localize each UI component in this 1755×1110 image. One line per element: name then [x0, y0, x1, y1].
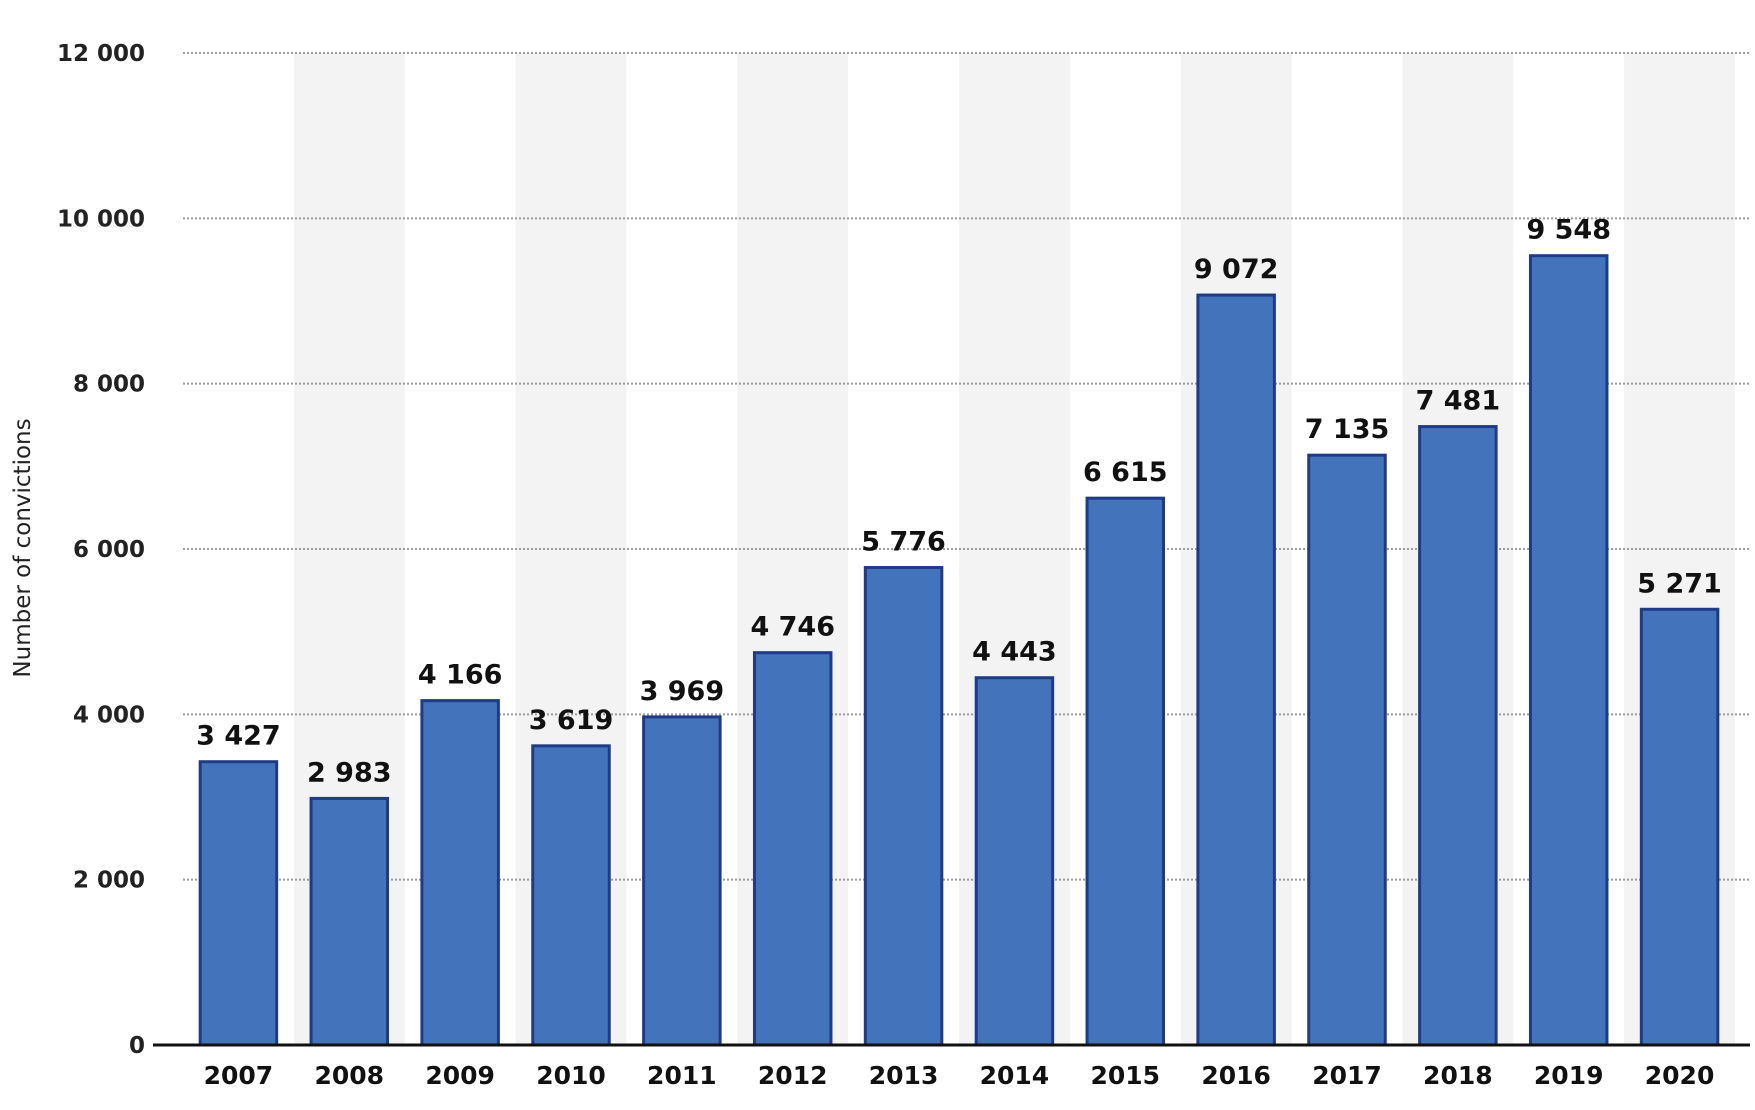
- bar-2017: [1307, 453, 1387, 1047]
- x-tick-label-2017: 2017: [1312, 1061, 1382, 1090]
- data-label-2011: 3 969: [640, 676, 725, 707]
- y-tick-label: 2 000: [73, 868, 145, 894]
- x-tick-label-2008: 2008: [314, 1061, 384, 1090]
- bar-2015: [1085, 496, 1166, 1047]
- data-labels: 3 427 2 983 4 166 3 619 3 969 4 746 5 776 4 443…: [196, 215, 1722, 789]
- bar-2009: [420, 699, 500, 1047]
- bar-2013: [863, 566, 944, 1047]
- data-label-2017: 7 135: [1305, 414, 1390, 445]
- x-tick-label-2016: 2016: [1201, 1061, 1271, 1090]
- data-label-2019: 9 548: [1526, 215, 1611, 246]
- y-axis-label: Number of convictions: [10, 418, 36, 677]
- y-tick-label: 12 000: [57, 41, 145, 67]
- y-tick-label: 0: [129, 1033, 145, 1059]
- data-label-2013: 5 776: [861, 527, 946, 558]
- bar-2010: [531, 744, 611, 1047]
- data-label-2007: 3 427: [196, 721, 281, 752]
- x-tick-label-2015: 2015: [1090, 1061, 1160, 1090]
- bar-2014: [974, 676, 1055, 1047]
- x-tick-label-2013: 2013: [869, 1061, 939, 1090]
- data-label-2008: 2 983: [307, 757, 392, 788]
- data-label-2009: 4 166: [418, 660, 503, 691]
- y-tick-label: 8 000: [73, 372, 145, 398]
- data-label-2010: 3 619: [529, 705, 614, 736]
- x-tick-label-2018: 2018: [1423, 1061, 1493, 1090]
- bar-2019: [1528, 254, 1609, 1047]
- x-axis-ticks: 2007 2008 2009 2010 2011 2012 2013 2014 2015 2016…: [204, 1061, 1715, 1090]
- y-tick-label: 4 000: [73, 702, 145, 728]
- x-tick-label-2007: 2007: [204, 1061, 274, 1090]
- data-label-2016: 9 072: [1194, 254, 1279, 285]
- x-tick-label-2014: 2014: [980, 1061, 1050, 1090]
- bars-group: [198, 254, 1720, 1047]
- bar-2007: [198, 760, 279, 1047]
- y-axis-ticks: 0 2 000 4 000 6 000 8 000 10 000 12 000: [57, 41, 145, 1059]
- data-label-2018: 7 481: [1416, 386, 1501, 417]
- x-tick-label-2010: 2010: [536, 1061, 606, 1090]
- y-tick-label: 10 000: [57, 206, 145, 232]
- data-label-2014: 4 443: [972, 637, 1057, 668]
- bar-2020: [1639, 607, 1720, 1047]
- data-label-2020: 5 271: [1637, 568, 1722, 599]
- bar-2016: [1196, 293, 1276, 1047]
- bar-2011: [642, 715, 722, 1047]
- x-tick-label-2011: 2011: [647, 1061, 717, 1090]
- x-tick-label-2012: 2012: [758, 1061, 828, 1090]
- data-label-2012: 4 746: [750, 612, 835, 643]
- y-tick-label: 6 000: [73, 537, 145, 563]
- x-tick-label-2019: 2019: [1534, 1061, 1604, 1090]
- bar-2008: [309, 796, 390, 1047]
- bar-2012: [752, 651, 833, 1047]
- bar-2018: [1418, 425, 1498, 1047]
- x-tick-label-2009: 2009: [425, 1061, 495, 1090]
- data-label-2015: 6 615: [1083, 457, 1168, 488]
- x-tick-label-2020: 2020: [1645, 1061, 1715, 1090]
